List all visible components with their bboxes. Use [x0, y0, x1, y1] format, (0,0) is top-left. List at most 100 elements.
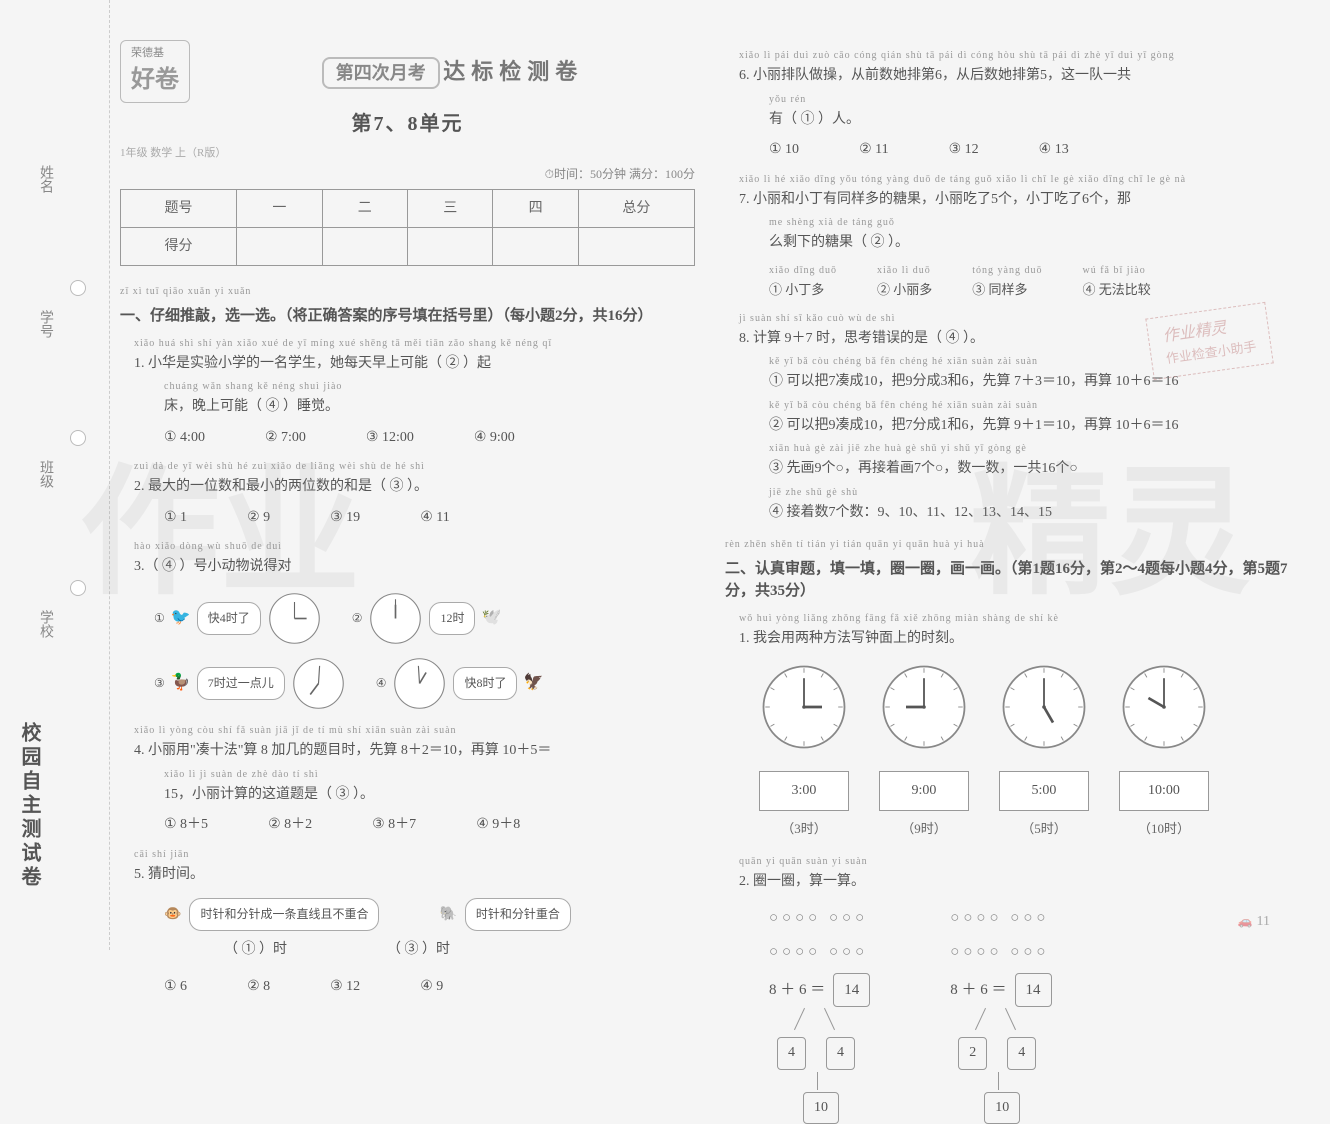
- circles: ○○○○ ○○○: [950, 904, 1051, 933]
- section-2: rèn zhēn shěn tí tián yi tián quān yi qu…: [725, 537, 1300, 1124]
- opt: ③ 12: [330, 974, 360, 1001]
- opt: ③ 8＋7: [372, 812, 416, 839]
- answer-box: 14: [1015, 973, 1052, 1008]
- pinyin: chuáng wǎn shang kě néng shuì jiào: [164, 377, 695, 396]
- table-row: 题号 一 二 三 四 总分: [121, 190, 695, 228]
- section-title: 二、认真审题，填一填，圈一圈，画一画。（第1题16分，第2～4题每小题4分，第5…: [725, 558, 1300, 603]
- opt: ② 7:00: [265, 425, 306, 452]
- tab-school: 学校: [35, 610, 55, 638]
- pinyin: zuì dà de yī wèi shù hé zuì xiǎo de liǎn…: [134, 457, 695, 476]
- opt: ④ 9: [420, 974, 443, 1001]
- q-text: 2. 圈一圈，算一算。: [739, 874, 865, 889]
- q-text: 7. 小丽和小丁有同样多的糖果，小丽吃了5个，小丁吃了6个，那: [739, 192, 1131, 207]
- subtitle: 第7、8单元: [120, 109, 695, 139]
- split-boxes: 4 4: [777, 1037, 870, 1070]
- pinyin: me shèng xià de táng guǒ: [769, 213, 1300, 232]
- cell[interactable]: [322, 228, 407, 266]
- q2: zuì dà de yī wèi shù hé zuì xiǎo de liǎn…: [134, 457, 695, 531]
- q5: cāi shí jiān 5. 猜时间。 🐵 时针和分针成一条直线且不重合 🐘 …: [134, 845, 695, 1001]
- binding-margin: 姓名 学号 班级 学校 校园自主测试卷: [0, 0, 110, 950]
- title: 达标检测卷: [443, 59, 583, 84]
- num: ②: [352, 607, 363, 630]
- pinyin: xiǎo lì yòng còu shí fǎ suàn jiā jǐ de t…: [134, 721, 695, 740]
- pinyin: xiǎo lì pái duì zuò cāo cóng qián shù tā…: [739, 46, 1300, 65]
- page-content: 作业 精灵 荣德基 好卷 第四次月考 达标检测卷 第7、8单元 1年级 数学 上…: [110, 0, 1330, 950]
- table-row: 得分: [121, 228, 695, 266]
- expr: 8 ＋ 6 ＝: [950, 976, 1006, 1005]
- opt: ① 4:00: [164, 425, 205, 452]
- clock-item: ③ 🦆 7时过一点儿: [154, 656, 346, 711]
- time-box: 9:00: [879, 771, 969, 812]
- bubble: 快8时了: [453, 667, 517, 700]
- punch-hole: [70, 580, 86, 596]
- num: ①: [154, 607, 165, 630]
- num: ④: [376, 672, 387, 695]
- q-text: 5. 猜时间。: [134, 867, 204, 882]
- box: 2: [958, 1037, 987, 1070]
- guess-block: 🐘 时针和分针重合: [439, 898, 570, 931]
- circles: ○○○○ ○○○: [769, 904, 870, 933]
- bird-icon: 🦅: [523, 668, 543, 698]
- bubble: 快4时了: [197, 602, 261, 635]
- bubble: 12时: [429, 602, 475, 635]
- options: ① 6 ② 8 ③ 12 ④ 9: [164, 974, 695, 1001]
- circle-row: ○○○○ ○○○ ○○○○ ○○○ 8 ＋ 6 ＝ 14 4 4 10: [769, 904, 1300, 1124]
- time-label: （10时）: [1119, 817, 1209, 842]
- num: ③: [154, 672, 165, 695]
- opt: xiān huà gè zài jiē zhe huà gè shǔ yi sh…: [769, 439, 1300, 483]
- expr: 8 ＋ 6 ＝: [769, 976, 825, 1005]
- clock-grid: 3:00（3时）9:00（9时）5:00（5时）10:00（10时）: [759, 662, 1300, 842]
- elephant-icon: 🐘: [439, 902, 456, 929]
- opt: ④ 9:00: [474, 425, 515, 452]
- tab-name: 姓名: [35, 165, 55, 193]
- grade: 1年级 数学 上（R版）: [120, 145, 695, 162]
- opt: jiē zhe shǔ gè shù④ 接着数7个数：9、10、11、12、13…: [769, 483, 1300, 527]
- bubble: 时针和分针成一条直线且不重合: [189, 898, 379, 931]
- exam-badge: 第四次月考: [322, 57, 440, 89]
- q1: xiǎo huá shì shí yàn xiǎo xué de yī míng…: [134, 334, 695, 452]
- side-title: 校园自主测试卷: [15, 722, 44, 890]
- box: 4: [777, 1037, 806, 1070]
- split-branch: [789, 1007, 870, 1037]
- guess-row: 🐵 时针和分针成一条直线且不重合 🐘 时针和分针重合: [164, 898, 695, 931]
- q-text: 么剩下的糖果（ ② ）。: [769, 235, 909, 250]
- opt: xiǎo dīng duō① 小丁多: [769, 261, 837, 303]
- tab-class: 班级: [35, 460, 55, 488]
- clock-cell: 3:00（3时）: [759, 662, 849, 842]
- opt: wú fǎ bǐ jiào④ 无法比较: [1082, 261, 1150, 303]
- logo: 荣德基 好卷: [120, 40, 190, 103]
- bird-icon: 🕊️: [481, 603, 501, 633]
- clock-cell: 9:00（9时）: [879, 662, 969, 842]
- opt: ① 1: [164, 505, 187, 532]
- q-text: 15，小丽计算的这道题是（ ③ ）。: [164, 787, 374, 802]
- options: ① 4:00 ② 7:00 ③ 12:00 ④ 9:00: [164, 425, 695, 452]
- opt: ③ 19: [330, 505, 360, 532]
- opt: kě yǐ bǎ còu chéng bǎ fēn chéng hé xiān …: [769, 396, 1300, 440]
- tab-id: 学号: [35, 310, 55, 338]
- cell[interactable]: [237, 228, 322, 266]
- opt: ③ 12: [949, 137, 979, 164]
- opt: ③ 12:00: [366, 425, 414, 452]
- pinyin: xiǎo lì jì suàn de zhè dào tí shì: [164, 765, 695, 784]
- opt: ④ 9＋8: [476, 812, 520, 839]
- box: 10: [803, 1092, 839, 1124]
- line: [998, 1072, 999, 1090]
- cell[interactable]: [407, 228, 492, 266]
- pinyin: xiǎo huá shì shí yàn xiǎo xué de yī míng…: [134, 334, 695, 353]
- logo-main: 好卷: [131, 62, 179, 98]
- q6: xiǎo lì pái duì zuò cāo cóng qián shù tā…: [739, 46, 1300, 164]
- q-text: 1. 我会用两种方法写钟面上的时刻。: [739, 631, 963, 646]
- logo-top: 荣德基: [131, 45, 179, 62]
- cell[interactable]: [578, 228, 694, 266]
- cell[interactable]: [493, 228, 578, 266]
- options: xiǎo dīng duō① 小丁多 xiǎo lì duō② 小丽多 tóng…: [769, 261, 1300, 303]
- clock-item: ② 12时 🕊️: [352, 591, 502, 646]
- line: [817, 1072, 818, 1090]
- monkey-icon: 🐵: [164, 902, 181, 929]
- header: 荣德基 好卷 第四次月考 达标检测卷: [120, 40, 695, 103]
- opt: ② 11: [859, 137, 889, 164]
- circle-group-left: ○○○○ ○○○ ○○○○ ○○○ 8 ＋ 6 ＝ 14 4 4 10: [769, 904, 870, 1124]
- right-column: xiǎo lì pái duì zuò cāo cóng qián shù tā…: [725, 40, 1300, 930]
- opt: tóng yàng duō③ 同样多: [972, 261, 1042, 303]
- blank: （ ③ ）时: [387, 937, 450, 964]
